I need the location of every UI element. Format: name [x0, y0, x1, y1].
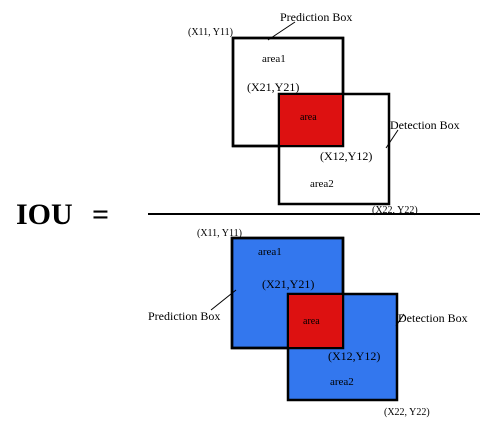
- leader-line: [210, 289, 237, 311]
- prediction-box-label-bottom: Prediction Box: [148, 309, 220, 323]
- intersection-label-top: area: [300, 112, 317, 123]
- coord-x11y11-bottom: (X11, Y11): [197, 228, 242, 239]
- intersection-area-top: [278, 93, 344, 147]
- leader-line: [267, 21, 296, 41]
- area2-label-bottom: area2: [330, 376, 354, 388]
- intersection-label-bottom: area: [303, 316, 320, 327]
- coord-x22y22-top: (X22, Y22): [372, 205, 418, 216]
- numerator-diagram: Prediction Box Detection Box area1 area2…: [188, 10, 460, 216]
- intersection-area-bottom: [287, 293, 344, 349]
- detection-box-label-bottom: Detection Box: [398, 311, 468, 325]
- coord-x21y21-top: (X21,Y21): [247, 80, 299, 94]
- equals-sign: =: [92, 198, 109, 231]
- coord-x21y21-bottom: (X21,Y21): [262, 277, 314, 291]
- coord-x12y12-bottom: (X12,Y12): [328, 349, 380, 363]
- coord-x11y11-top: (X11, Y11): [188, 27, 233, 38]
- area1-label-bottom: area1: [258, 246, 282, 258]
- leader-line: [395, 313, 405, 327]
- area1-label-top: area1: [262, 53, 286, 65]
- coord-x22y22-bottom: (X22, Y22): [384, 407, 430, 418]
- detection-box-label-top: Detection Box: [390, 118, 460, 132]
- coord-x12y12-top: (X12,Y12): [320, 149, 372, 163]
- leader-line: [385, 129, 399, 149]
- iou-label: IOU: [16, 198, 73, 231]
- prediction-box-label-top: Prediction Box: [280, 10, 352, 24]
- denominator-diagram: Prediction Box Detection Box area1 area2…: [148, 228, 468, 418]
- area2-label-top: area2: [310, 178, 334, 190]
